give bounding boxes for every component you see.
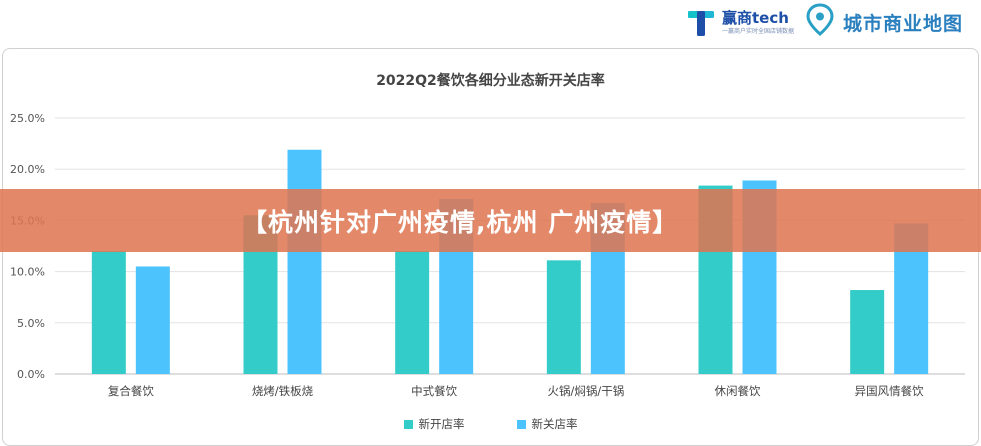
y-tick-label: 0.0% <box>17 368 45 381</box>
chart-legend: 新开店率 新关店率 <box>0 416 981 432</box>
chart-title: 2022Q2餐饮各细分业态新开关店率 <box>376 73 605 89</box>
legend-label-close: 新关店率 <box>531 417 578 431</box>
legend-item-open: 新开店率 <box>403 416 465 432</box>
y-tick-label: 25.0% <box>10 112 45 125</box>
legend-item-close: 新关店率 <box>516 416 578 432</box>
brand-one-tagline: 一赢商户实时全国店铺数据 <box>722 28 795 35</box>
bar-open-rate <box>546 260 581 374</box>
x-tick-label: 火锅/焖锅/干锅 <box>547 384 624 398</box>
y-tick-label: 10.0% <box>10 266 45 279</box>
bar-close-rate <box>135 266 170 374</box>
x-tick-label: 烧烤/铁板烧 <box>252 384 314 398</box>
x-tick-label: 异国风情餐饮 <box>855 384 924 398</box>
map-pin-icon <box>805 3 835 41</box>
brand-logo-secondary: 城市商业地图 <box>805 3 964 41</box>
legend-swatch-open <box>403 419 413 429</box>
y-tick-label: 5.0% <box>17 317 45 330</box>
bar-open-rate <box>91 251 126 374</box>
headline-banner <box>0 189 981 252</box>
x-tick-label: 复合餐饮 <box>108 384 154 398</box>
legend-swatch-close <box>516 419 526 429</box>
legend-label-open: 新开店率 <box>418 417 465 431</box>
header-bar: 赢商tech 一赢商户实时全国店铺数据 城市商业地图 <box>0 0 981 48</box>
headline-banner-text: 【杭州针对广州疫情,杭州 广州疫情】 <box>242 208 679 237</box>
x-tick-label: 中式餐饮 <box>411 384 457 398</box>
x-tick-label: 休闲餐饮 <box>715 384 761 398</box>
t-logo-icon <box>686 8 716 38</box>
bar-close-rate <box>287 149 322 374</box>
brand-logo-primary: 赢商tech 一赢商户实时全国店铺数据 <box>686 6 794 40</box>
brand-one-name: 赢商tech <box>722 9 789 27</box>
y-tick-label: 20.0% <box>10 163 45 176</box>
bar-open-rate <box>850 290 885 374</box>
brand-two-name: 城市商业地图 <box>843 12 964 35</box>
bar-open-rate <box>395 251 430 374</box>
